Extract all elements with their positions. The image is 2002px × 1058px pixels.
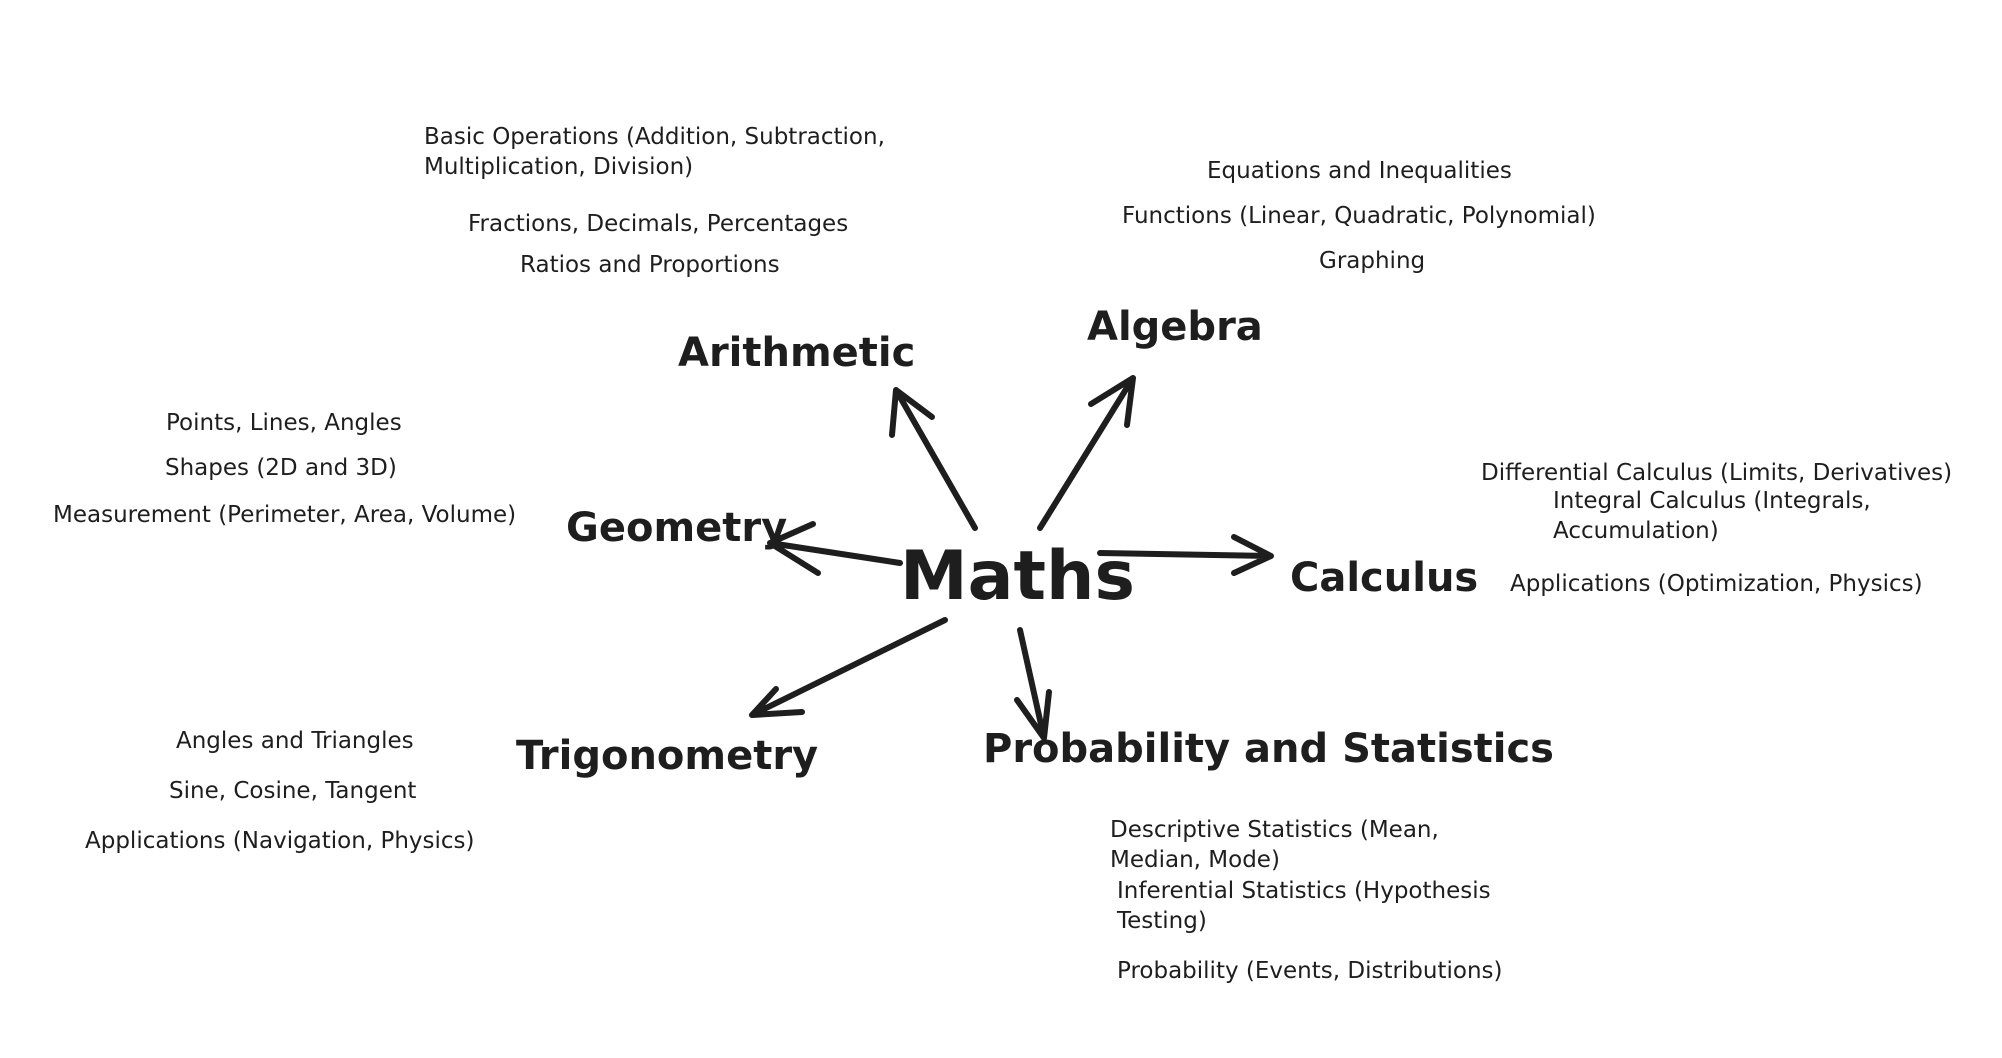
calculus-item-3: Applications (Optimization, Physics) xyxy=(1510,571,1923,597)
central-topic: Maths xyxy=(900,537,1135,616)
algebra-item-1: Equations and Inequalities xyxy=(1207,158,1512,184)
geometry-item-3: Measurement (Perimeter, Area, Volume) xyxy=(53,502,517,528)
arithmetic-item-3: Ratios and Proportions xyxy=(520,252,780,278)
arrow-to-probability xyxy=(1014,627,1052,741)
calculus-item-2: Integral Calculus (Integrals, Accumulati… xyxy=(1553,488,1871,544)
geometry-item-1: Points, Lines, Angles xyxy=(166,410,402,436)
geometry-item-2: Shapes (2D and 3D) xyxy=(165,455,397,481)
arrow-to-geometry xyxy=(767,521,903,576)
arrow-to-algebra xyxy=(1037,375,1136,531)
topic-algebra: Algebra xyxy=(1087,304,1263,350)
topic-arithmetic: Arithmetic xyxy=(678,330,916,376)
algebra-item-2: Functions (Linear, Quadratic, Polynomial… xyxy=(1122,203,1596,229)
probability-item-1: Descriptive Statistics (Mean, Median, Mo… xyxy=(1110,817,1439,873)
calculus-item-1: Differential Calculus (Limits, Derivativ… xyxy=(1481,460,1953,486)
topic-geometry: Geometry xyxy=(566,505,788,551)
topic-calculus: Calculus xyxy=(1290,555,1479,601)
algebra-item-3: Graphing xyxy=(1319,248,1426,274)
topic-trigonometry: Trigonometry xyxy=(516,733,819,779)
arithmetic-item-1: Basic Operations (Addition, Subtraction,… xyxy=(424,124,885,180)
trigonometry-item-1: Angles and Triangles xyxy=(176,728,414,754)
arrow-to-trigonometry xyxy=(749,617,948,718)
trigonometry-item-2: Sine, Cosine, Tangent xyxy=(169,778,417,804)
arrow-to-arithmetic xyxy=(889,387,978,531)
probability-item-2: Inferential Statistics (Hypothesis Testi… xyxy=(1117,878,1491,934)
trigonometry-item-3: Applications (Navigation, Physics) xyxy=(85,828,475,854)
arithmetic-item-2: Fractions, Decimals, Percentages xyxy=(468,211,849,237)
probability-item-3: Probability (Events, Distributions) xyxy=(1117,958,1503,984)
topic-probability-and-statistics: Probability and Statistics xyxy=(983,726,1554,772)
arrow-to-calculus xyxy=(1097,534,1274,576)
